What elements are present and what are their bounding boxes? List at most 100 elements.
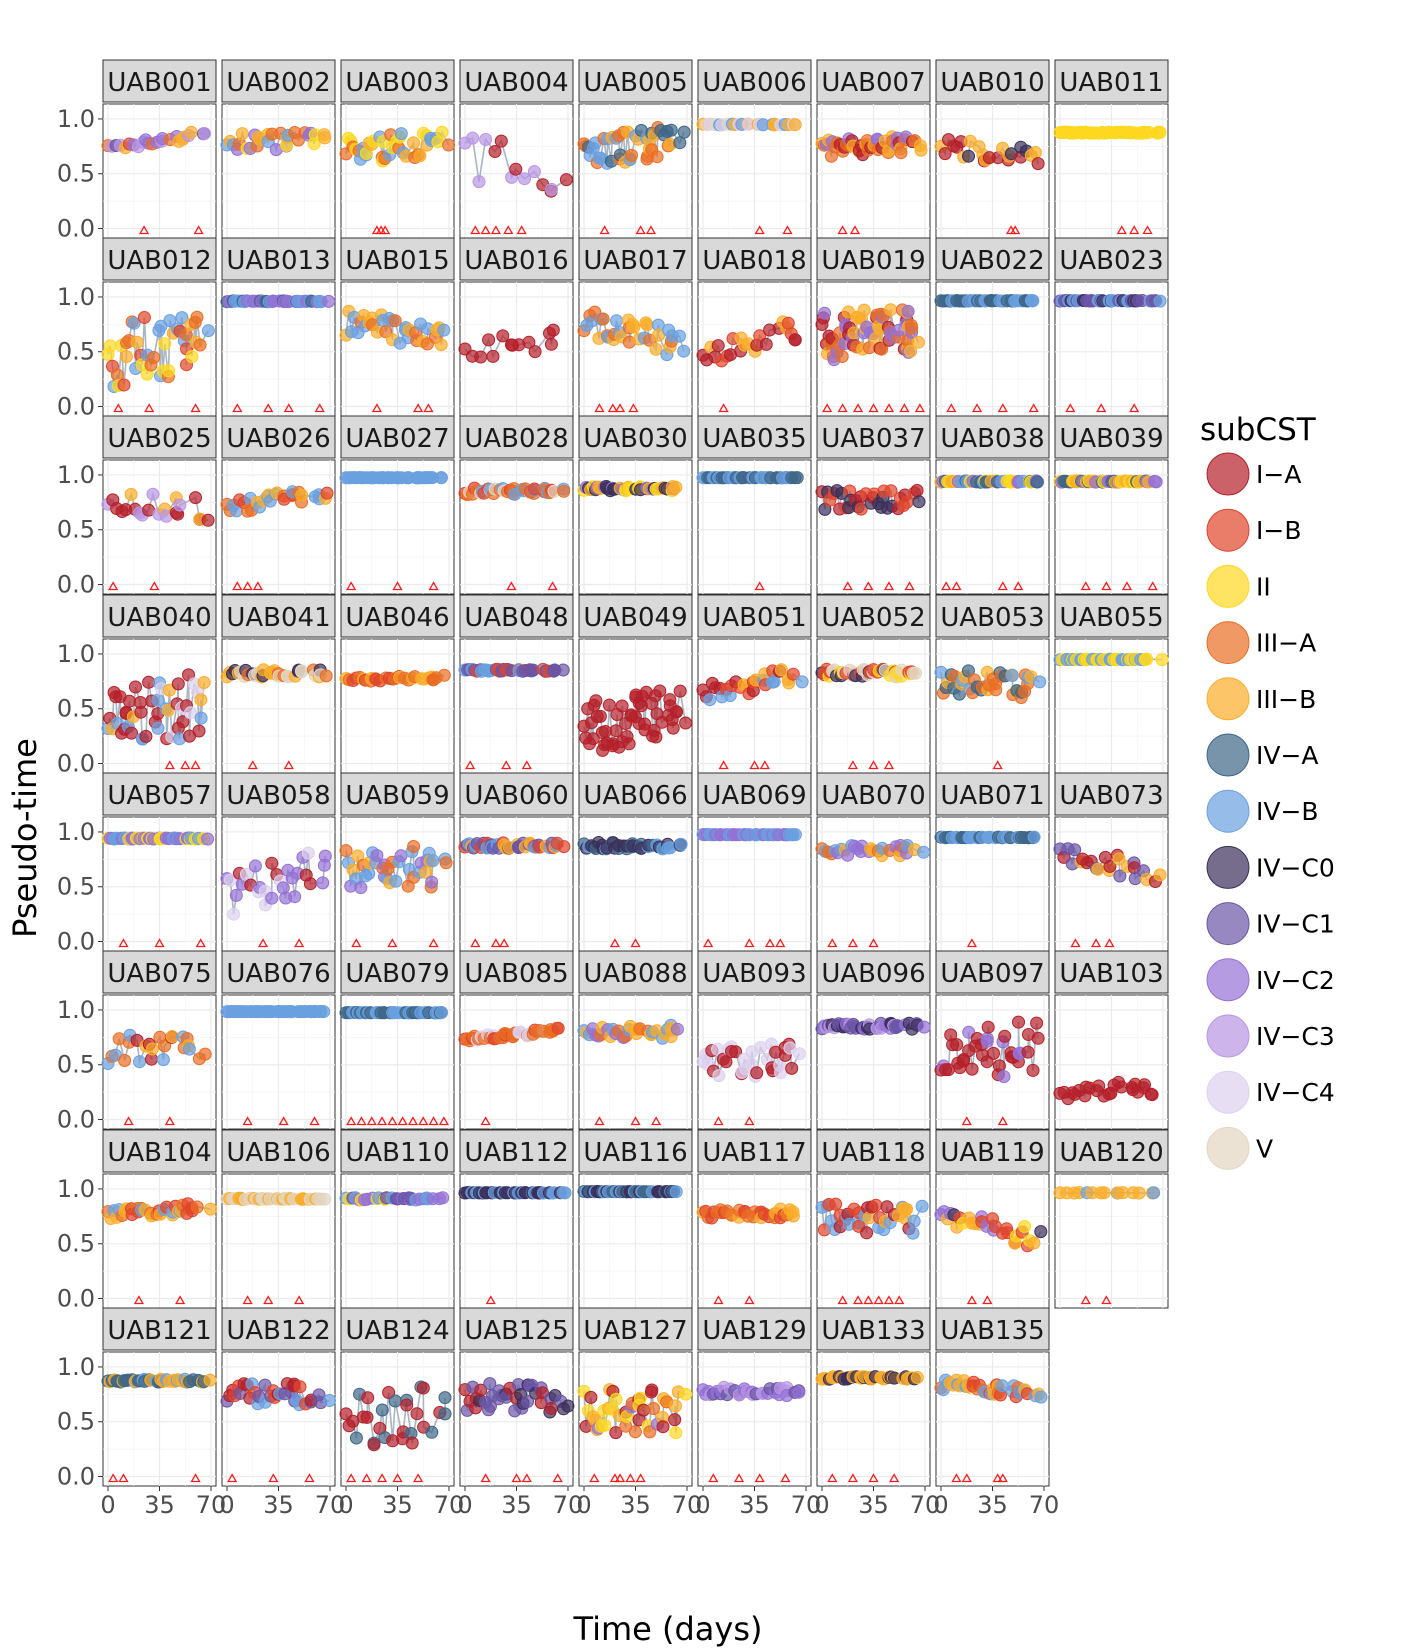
data-point [133,1055,146,1069]
event-marker [263,1295,274,1305]
event-marker [346,581,357,591]
facet-strip [816,237,931,281]
event-marker [552,1473,563,1483]
data-point [584,1390,598,1404]
facet-label: UAB017 [583,246,687,276]
facet-uab055: UAB055 [1053,594,1169,774]
data-point [483,1377,497,1391]
event-marker [1080,581,1091,591]
data-point [649,342,663,356]
event-marker [868,760,879,770]
event-marker [309,1116,320,1126]
facet-label: UAB051 [702,603,806,633]
facet-uab039: UAB039 [1053,415,1169,595]
event-marker [863,1295,874,1305]
data-point [906,1226,920,1240]
data-point [645,1383,659,1397]
facet-uab005: UAB005 [577,59,693,239]
facet-label: UAB015 [345,246,449,276]
legend-swatch [1206,902,1250,946]
facet-label: UAB085 [464,959,568,989]
data-point [375,1403,389,1417]
data-point [204,1202,218,1216]
data-point [303,877,317,891]
data-point [669,1185,683,1199]
data-point [673,684,687,698]
event-marker [614,1473,626,1483]
data-point [653,684,667,698]
data-point [235,127,249,141]
legend-swatch [1206,508,1250,552]
data-point [829,1197,843,1211]
facet-gridlines [817,1352,930,1486]
facet-uab097: UAB097 [934,950,1050,1130]
event-marker [997,581,1008,591]
data-point [129,680,142,694]
legend-label: IV−A [1256,741,1319,770]
facet-label: UAB058 [226,781,330,811]
event-marker [268,1473,279,1483]
facet-uab069: UAB069 [696,772,812,952]
event-marker [1129,225,1140,235]
data-point [795,675,809,689]
data-point [130,335,144,349]
event-marker [503,225,514,235]
data-point [1030,475,1044,489]
event-marker [227,1473,238,1483]
data-point [673,329,686,343]
data-point [171,677,185,691]
facet-uab075: UAB075 0.0 0.5 1.0 [57,950,217,1134]
data-point [965,1062,979,1076]
facet-label: UAB002 [226,68,330,98]
event-marker [1010,225,1021,235]
facet-label: UAB028 [464,424,568,454]
data-point [670,705,684,719]
data-point [712,1069,726,1083]
facet-uab013: UAB013 [220,237,336,417]
event-marker [257,938,269,948]
facet-strip [816,59,931,103]
data-point [184,125,198,139]
event-marker [118,938,129,948]
facet-uab048: UAB048 [458,594,574,774]
y-tick-label: 1.0 [57,640,95,668]
facet-strip [102,59,217,103]
facet-uab127: UAB127 0 35 70 [576,1307,702,1519]
data-point [679,1387,693,1401]
event-marker [852,403,864,413]
data-point [609,724,623,738]
data-point [786,667,800,681]
data-point [759,337,773,351]
facet-strip [221,237,336,281]
facet-uab040: UAB040 0.0 0.5 1.0 [57,594,217,778]
data-point [318,849,332,863]
data-point [360,1410,374,1424]
data-point [786,1209,800,1223]
x-tick-label: 70 [791,1491,822,1519]
event-marker [883,1295,895,1305]
facet-strip [578,415,693,459]
data-point [438,1391,452,1405]
data-point [914,143,928,157]
data-point [162,683,176,697]
x-tick-label: 0 [457,1491,472,1519]
facet-strip [697,594,812,638]
event-marker [412,403,424,413]
data-point [1026,1063,1040,1077]
event-marker [164,760,175,770]
event-marker [941,581,952,591]
facet-uab096: UAB096 [815,950,931,1130]
y-tick-label: 0.5 [57,1408,95,1436]
data-point [633,1391,647,1405]
facet-strip [221,1129,336,1173]
event-marker [1104,938,1115,948]
data-point [938,147,952,161]
data-point [190,310,204,324]
facet-gridlines [936,1352,1049,1486]
legend-label: III−B [1256,685,1316,714]
data-point [413,149,427,163]
event-marker [759,760,770,770]
facet-strip [578,1307,693,1351]
facet-label: UAB135 [940,1316,1044,1346]
data-point [156,1053,170,1067]
